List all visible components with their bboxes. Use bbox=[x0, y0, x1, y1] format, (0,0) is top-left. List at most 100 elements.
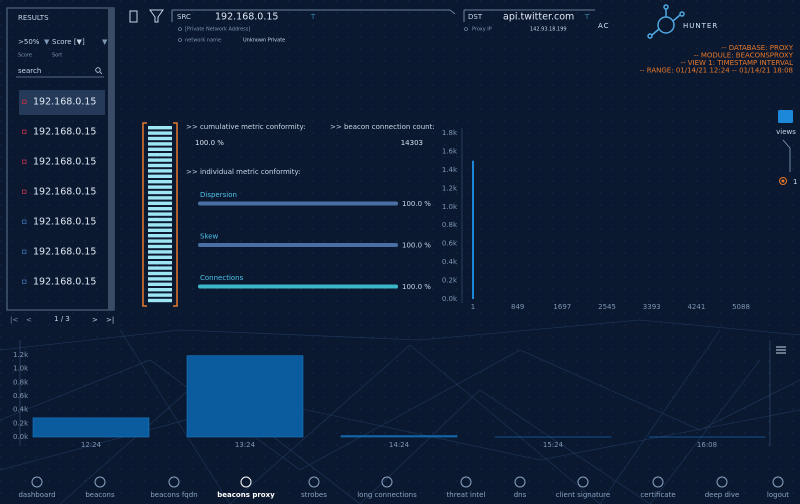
logo-icon bbox=[647, 4, 685, 39]
dst-pin[interactable]: ⊤ bbox=[584, 13, 590, 21]
nav-icon[interactable] bbox=[514, 476, 526, 488]
nav-icon[interactable] bbox=[308, 476, 320, 488]
nav-item[interactable]: beacons proxy bbox=[217, 491, 275, 499]
metric-bar bbox=[198, 284, 398, 289]
nav-icon[interactable] bbox=[381, 476, 393, 488]
timeline-chart: 0.0k 0.2k 0.4k 0.6k 0.8k 1.0k 1.2k 12:24 13:24 14… bbox=[13, 351, 766, 449]
nav-icon[interactable] bbox=[240, 476, 252, 488]
view-radio[interactable] bbox=[779, 177, 787, 185]
y-tick-label: 0.4k bbox=[442, 258, 458, 266]
logo-left: AC bbox=[598, 22, 610, 30]
y-tick-label: 1.0k bbox=[442, 203, 458, 211]
search-icon[interactable] bbox=[95, 67, 101, 73]
nav-item[interactable]: certificate bbox=[640, 491, 675, 499]
results-scrollbar[interactable] bbox=[108, 8, 114, 310]
y-tick-label: 0.8k bbox=[13, 378, 29, 386]
nav-item[interactable]: client signature bbox=[556, 491, 610, 499]
result-ip[interactable]: 192.168.0.15 bbox=[33, 247, 96, 258]
bullet bbox=[464, 27, 468, 31]
views-icon[interactable] bbox=[778, 110, 793, 123]
nav-icon[interactable] bbox=[652, 476, 664, 488]
gauge-segment bbox=[148, 288, 172, 292]
gauge-segment bbox=[148, 126, 172, 130]
proxy-ip-label: Proxy IP bbox=[472, 27, 492, 33]
last-page[interactable]: >| bbox=[106, 316, 114, 324]
context-line: -- MODULE: BEACONSPROXY bbox=[694, 52, 794, 60]
row-marker bbox=[22, 279, 27, 284]
result-ip[interactable]: 192.168.0.15 bbox=[33, 277, 96, 288]
pagination: 1 / 3 bbox=[54, 315, 70, 323]
src-ip: 192.168.0.15 bbox=[215, 12, 278, 23]
x-tick-label: 1697 bbox=[553, 303, 571, 311]
filter-icon[interactable] bbox=[129, 10, 138, 23]
count-value: 14303 bbox=[401, 139, 423, 147]
result-ip[interactable]: 192.168.0.15 bbox=[33, 127, 96, 138]
funnel-icon[interactable] bbox=[149, 9, 164, 23]
filter-select[interactable]: >50% bbox=[18, 38, 40, 46]
row-marker bbox=[22, 99, 27, 104]
nav-item[interactable]: strobes bbox=[301, 491, 327, 499]
menu-icon[interactable] bbox=[776, 346, 786, 354]
search-icon-handle bbox=[99, 71, 103, 75]
views-label: views bbox=[776, 128, 796, 136]
results-title: RESULTS bbox=[18, 14, 49, 22]
bar[interactable] bbox=[186, 355, 304, 438]
result-ip[interactable]: 192.168.0.15 bbox=[33, 157, 96, 168]
nav-item[interactable]: threat intel bbox=[447, 491, 486, 499]
beacon-chart: 0.0k 0.2k 0.4k 0.6k 0.8k 1.0k 1.2k 1.4k 1.6k 1.8k… bbox=[442, 129, 750, 311]
y-tick-label: 0.2k bbox=[13, 419, 29, 427]
metric-bars: Dispersion 100.0 % Skew 100.0 % Connections 1… bbox=[198, 191, 431, 291]
bar[interactable] bbox=[340, 435, 458, 438]
dst-label: DST bbox=[468, 13, 483, 21]
nav-icon[interactable] bbox=[716, 476, 728, 488]
nav-item[interactable]: dns bbox=[514, 491, 527, 499]
nav-item[interactable]: dashboard bbox=[18, 491, 55, 499]
result-ip[interactable]: 192.168.0.15 bbox=[33, 187, 96, 198]
gauge-segment bbox=[148, 293, 172, 297]
nav-icon[interactable] bbox=[577, 476, 589, 488]
gauge-segment bbox=[148, 185, 172, 189]
y-tick-label: 0.0k bbox=[13, 433, 29, 441]
result-ip[interactable]: 192.168.0.15 bbox=[33, 217, 96, 228]
gauge-segment bbox=[148, 174, 172, 178]
gauge-bracket bbox=[142, 122, 178, 307]
bar[interactable] bbox=[32, 417, 150, 438]
metric-name: Connections bbox=[200, 274, 244, 282]
sort-select[interactable]: Score [▼] bbox=[52, 38, 85, 46]
y-tick-label: 1.2k bbox=[442, 184, 458, 192]
prev-page[interactable]: < bbox=[26, 316, 32, 324]
gauge-segment bbox=[148, 147, 172, 151]
gauge-segment bbox=[148, 244, 172, 249]
nav-item[interactable]: logout bbox=[767, 491, 789, 499]
gauge-segment bbox=[148, 277, 172, 281]
context-line: -- DATABASE: PROXY bbox=[721, 44, 793, 52]
nav-icon[interactable] bbox=[460, 476, 472, 488]
x-tick-label: 15:24 bbox=[543, 441, 564, 449]
selected-row bbox=[19, 90, 105, 115]
nav-item[interactable]: deep dive bbox=[705, 491, 740, 499]
first-page[interactable]: |< bbox=[10, 316, 18, 324]
src-pin[interactable]: ⊤ bbox=[310, 13, 316, 21]
nav-icon[interactable] bbox=[772, 476, 784, 488]
filter-caret: ▼ bbox=[44, 38, 50, 46]
nav-icon[interactable] bbox=[31, 476, 43, 488]
nav-item[interactable]: beacons bbox=[85, 491, 115, 499]
gauge-segment bbox=[148, 142, 172, 146]
result-ip[interactable]: 192.168.0.15 bbox=[33, 97, 96, 108]
search-input[interactable]: search bbox=[18, 67, 41, 75]
gauge-segment bbox=[148, 158, 172, 162]
individual-label: >> individual metric conformity: bbox=[186, 168, 301, 176]
view-radio-dot bbox=[781, 179, 785, 183]
nav-icon[interactable] bbox=[168, 476, 180, 488]
nav-item[interactable]: long connections bbox=[357, 491, 417, 499]
gauge bbox=[148, 126, 172, 303]
gauge-segment bbox=[148, 201, 172, 205]
nav-icon[interactable] bbox=[94, 476, 106, 488]
gauge-segment bbox=[148, 212, 172, 216]
y-tick-label: 0.8k bbox=[442, 221, 458, 229]
bar bbox=[472, 160, 474, 299]
next-page[interactable]: > bbox=[92, 316, 98, 324]
sort-caret: ▼ bbox=[102, 38, 108, 46]
nav-item[interactable]: beacons fqdn bbox=[150, 491, 197, 499]
